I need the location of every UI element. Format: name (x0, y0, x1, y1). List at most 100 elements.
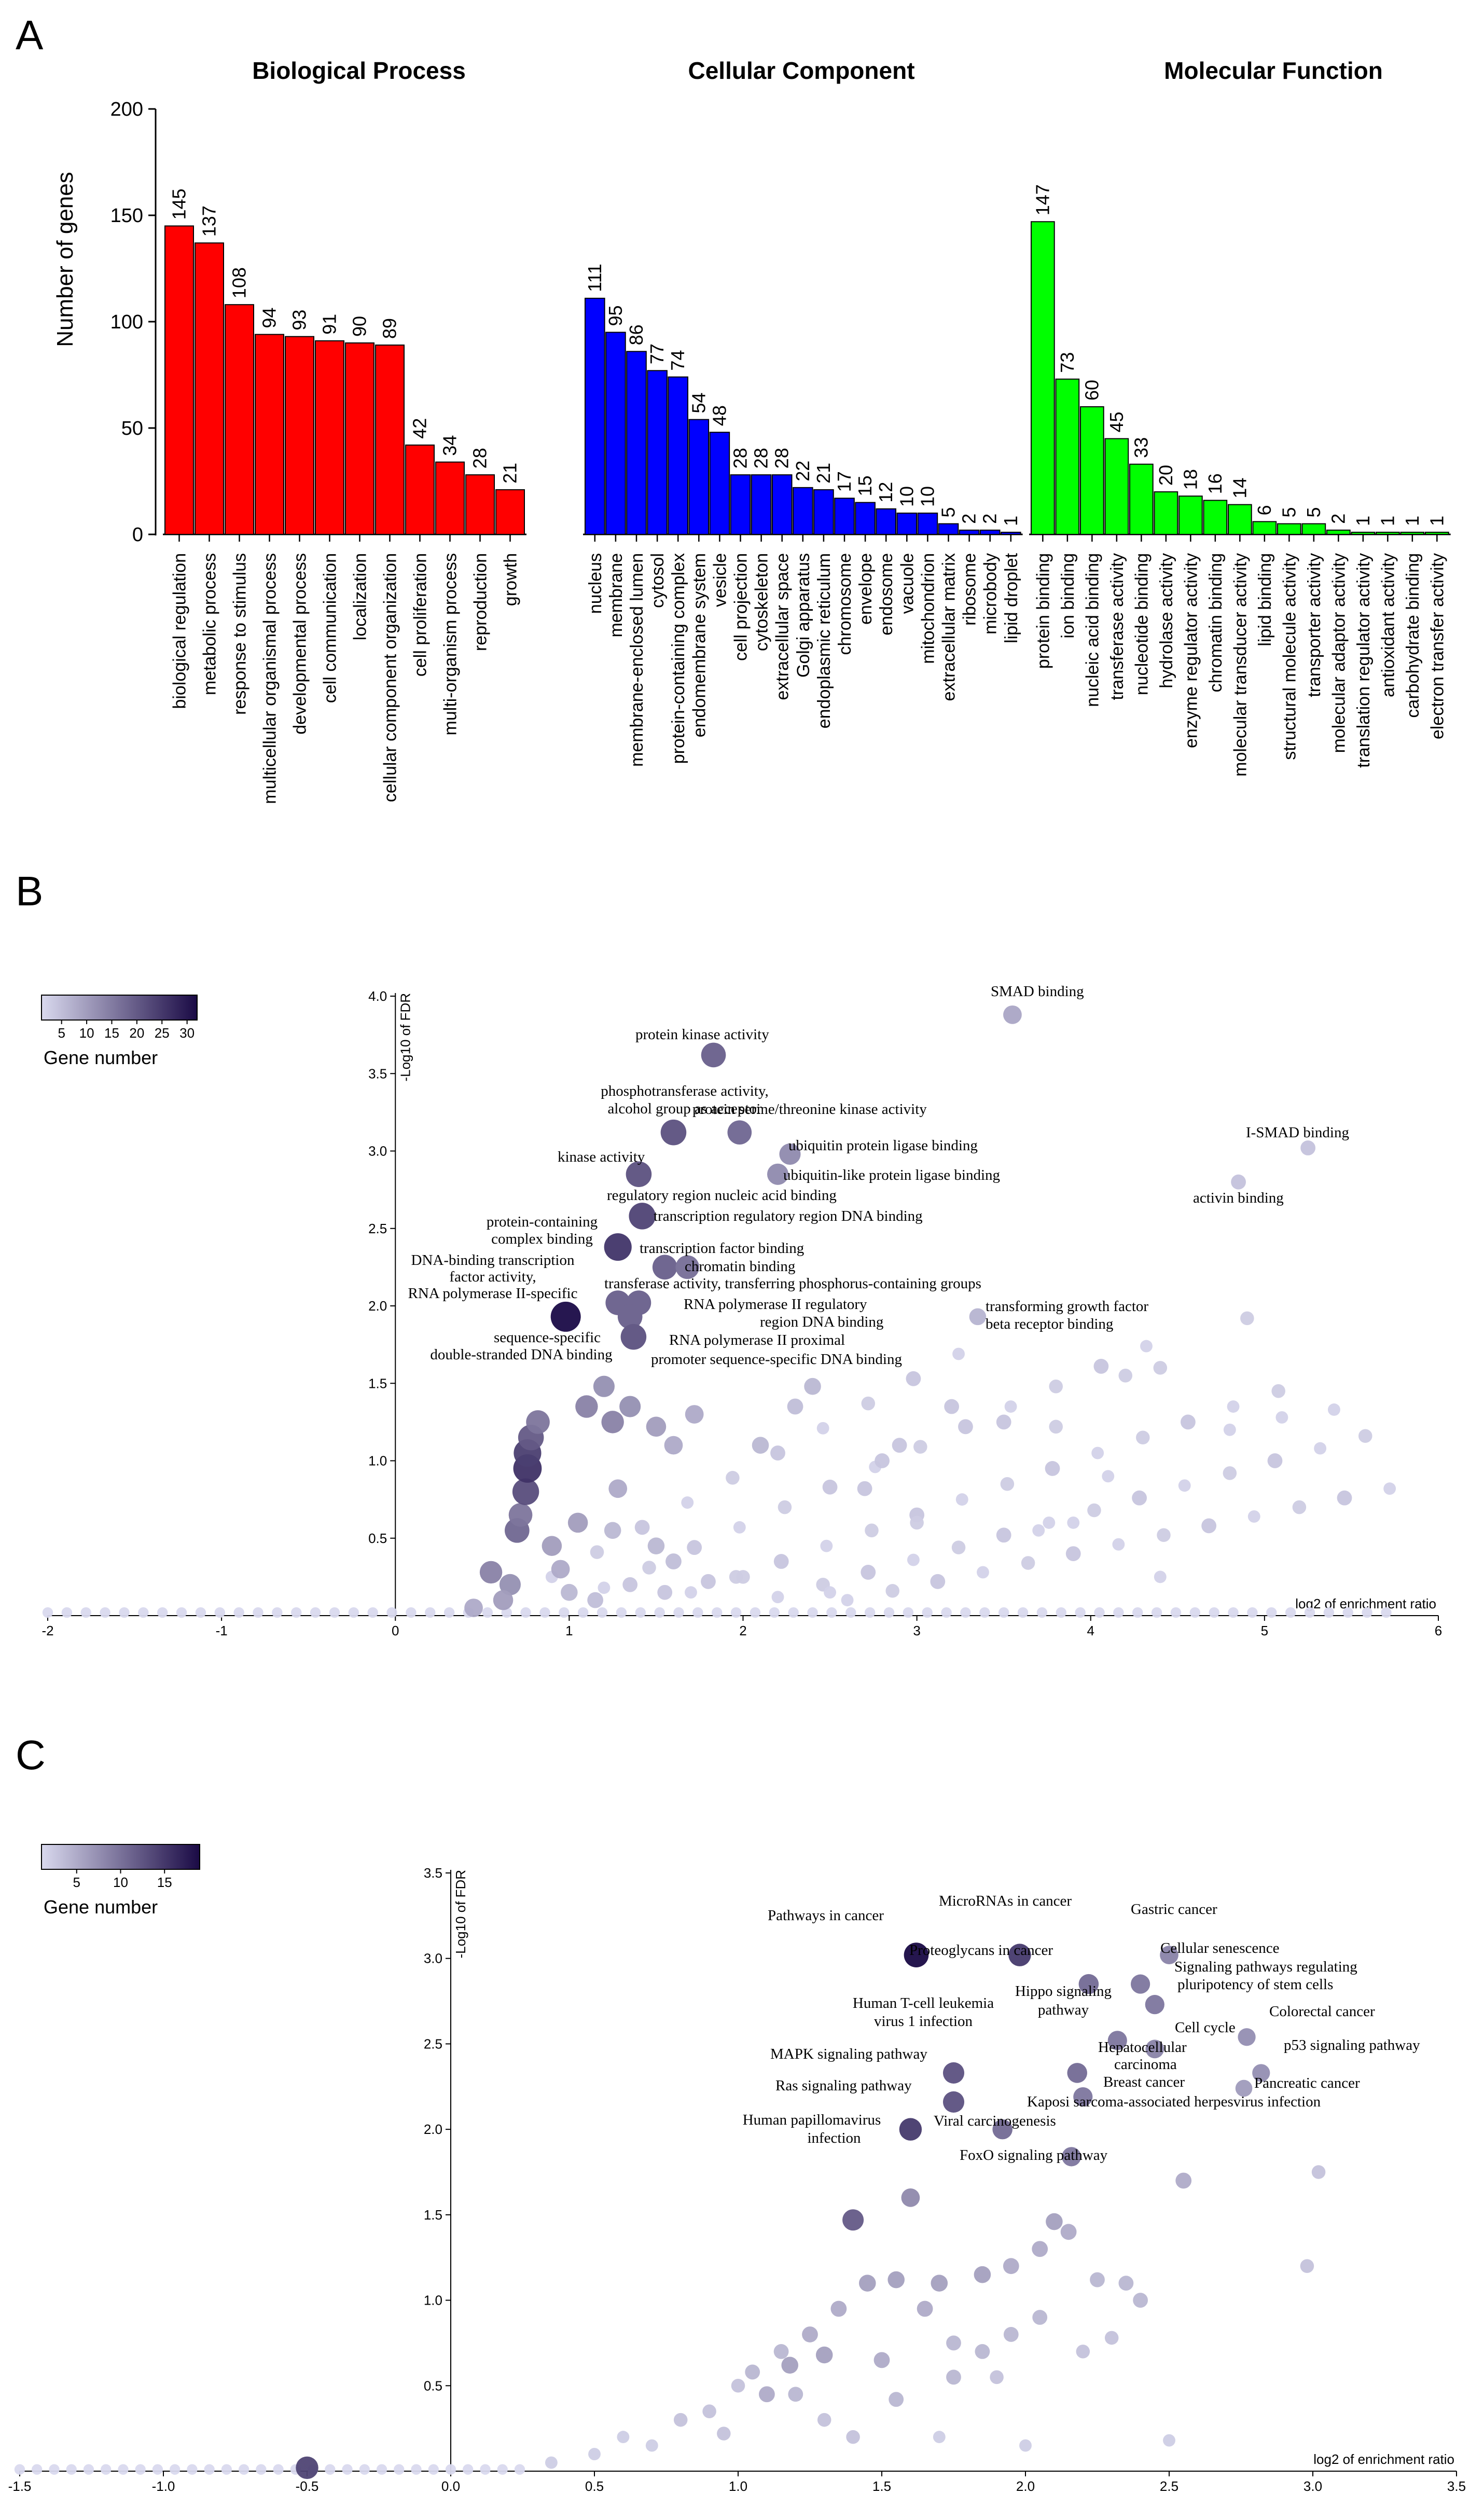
b-point (310, 1607, 321, 1618)
b-point (100, 1607, 110, 1618)
c-point (1032, 2241, 1048, 2257)
b-point (542, 1536, 562, 1556)
b-annotation: protein-containing (487, 1214, 598, 1230)
c-x-tick-label: 3.5 (1447, 2478, 1466, 2494)
b-annotation: RNA polymerase II proximal (669, 1332, 845, 1348)
b-point (730, 1607, 742, 1618)
b-point (1043, 1516, 1056, 1529)
b-point (601, 1411, 624, 1434)
b-point (906, 1371, 921, 1386)
b-point (787, 1398, 803, 1415)
panel-c-scatter: C 5 10 15 Gene number -1.5 -1.0 -0.5 0.0 0.5 1.0… (8, 1732, 1466, 2494)
c-point (773, 2344, 789, 2359)
b-annotation: transforming growth factor (986, 1298, 1148, 1315)
b-point (587, 1592, 604, 1608)
b-point (577, 1607, 589, 1618)
b-point (692, 1607, 703, 1618)
c-point (463, 2464, 474, 2475)
b-x-tick-label: 1 (565, 1623, 573, 1638)
b-point (61, 1607, 73, 1618)
c-x-tick-label: 1.0 (729, 2478, 747, 2494)
b-point (272, 1607, 283, 1618)
c-annotation: pluripotency of stem cells (1177, 1976, 1333, 1993)
b-point (1032, 1524, 1045, 1537)
b-point (752, 1437, 769, 1454)
b-annotation: chromatin binding (685, 1258, 795, 1275)
a-category-label: molecular transducer activity (1230, 553, 1250, 777)
b-point (681, 1496, 694, 1509)
a-bar (771, 474, 793, 535)
b-point (42, 1607, 53, 1618)
a-bar (751, 474, 772, 535)
b-point (955, 1493, 968, 1506)
a-bar (855, 502, 876, 535)
b-point (903, 1607, 914, 1618)
b-point (1154, 1570, 1167, 1583)
c-annotation: Cell cycle (1175, 2019, 1236, 2036)
a-bar-value-label: 73 (1057, 352, 1078, 373)
c-point (66, 2464, 77, 2475)
b-point (944, 1399, 960, 1414)
c-point (990, 2370, 1004, 2385)
b-point (608, 1479, 628, 1498)
c-annotation: Pathways in cancer (768, 1907, 884, 1924)
a-bar-value-label: 21 (813, 463, 834, 484)
c-labeled-point (1131, 1974, 1150, 1994)
a-bar (1252, 521, 1277, 535)
c-y-tick-label: 3.0 (424, 1951, 442, 1966)
b-point (979, 1607, 990, 1618)
a-category-label: ion binding (1058, 553, 1078, 638)
a-category-label: vacuole (897, 553, 917, 614)
c-point (759, 2386, 775, 2403)
b-x-tick-label: 3 (913, 1623, 920, 1638)
c-point (49, 2464, 60, 2475)
c-point (946, 2369, 961, 2385)
a-bar (465, 474, 495, 535)
c-point (1104, 2331, 1119, 2345)
b-point (1178, 1479, 1191, 1492)
b-point (520, 1607, 531, 1618)
b-point (1227, 1400, 1240, 1413)
a-bar-value-label: 42 (409, 418, 431, 439)
a-bar (375, 344, 405, 535)
a-bar (1326, 529, 1351, 535)
c-labeled-point (1145, 2040, 1164, 2059)
b-point (482, 1607, 493, 1618)
a-bar (1055, 378, 1080, 535)
c-point (815, 2346, 833, 2364)
b-labeled-point (1300, 1140, 1316, 1155)
b-point (998, 1607, 1009, 1618)
a-group-title: Cellular Component (688, 57, 914, 84)
a-category-label: endoplasmic reticulum (814, 553, 834, 728)
b-legend-tick-label: 25 (155, 1025, 170, 1041)
a-category-label: response to stimulus (230, 553, 250, 715)
c-labeled-point (1238, 2028, 1256, 2046)
c-annotation: Ras signaling pathway (775, 2077, 912, 2094)
c-point (901, 2188, 920, 2207)
b-point (443, 1607, 455, 1618)
c-point (745, 2364, 760, 2380)
a-bar (225, 304, 254, 535)
b-points (42, 1005, 1396, 1618)
a-bar-value-label: 16 (1204, 473, 1226, 494)
a-bar (1228, 504, 1252, 535)
a-bar (1376, 531, 1400, 535)
b-point (922, 1607, 933, 1618)
a-y-tick-label: 50 (121, 418, 143, 439)
b-point (567, 1512, 588, 1533)
a-category-label: cell proliferation (411, 553, 431, 677)
c-y-axis-title: -Log10 of FDR (453, 1870, 468, 1959)
a-bar-value-label: 111 (584, 264, 605, 292)
b-annotation: double-stranded DNA binding (430, 1346, 612, 1363)
a-bar (626, 351, 647, 535)
a-category-label: translation regulator activity (1354, 553, 1374, 768)
a-category-label: envelope (856, 553, 876, 625)
b-point (824, 1586, 837, 1599)
b-annotation: beta receptor binding (986, 1316, 1113, 1332)
a-bar-value-label: 6 (1254, 505, 1275, 515)
b-annotation: region DNA binding (760, 1314, 883, 1330)
a-y-tick-label: 200 (110, 99, 143, 120)
b-point (685, 1586, 697, 1599)
a-y-tick-label: 150 (110, 205, 143, 227)
b-point (1209, 1607, 1219, 1618)
